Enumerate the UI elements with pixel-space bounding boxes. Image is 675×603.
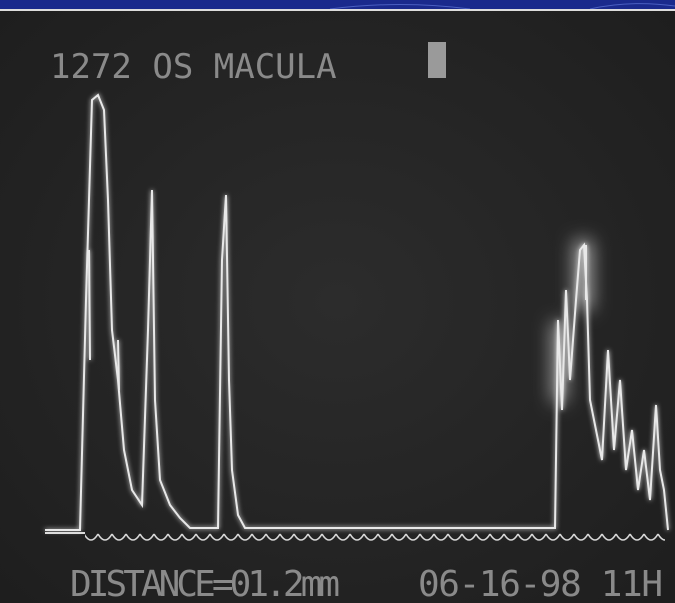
cursor-block [428,42,446,78]
header-text: 1272 OS MACULA [50,47,337,87]
top-band-curve [329,3,675,10]
distance-text: DISTANCE=01.2mm [70,564,340,603]
date-text: 06-16-98 11H [418,564,663,603]
waveform [45,93,669,531]
top-band [0,0,675,9]
baseline-scallops [85,532,665,546]
